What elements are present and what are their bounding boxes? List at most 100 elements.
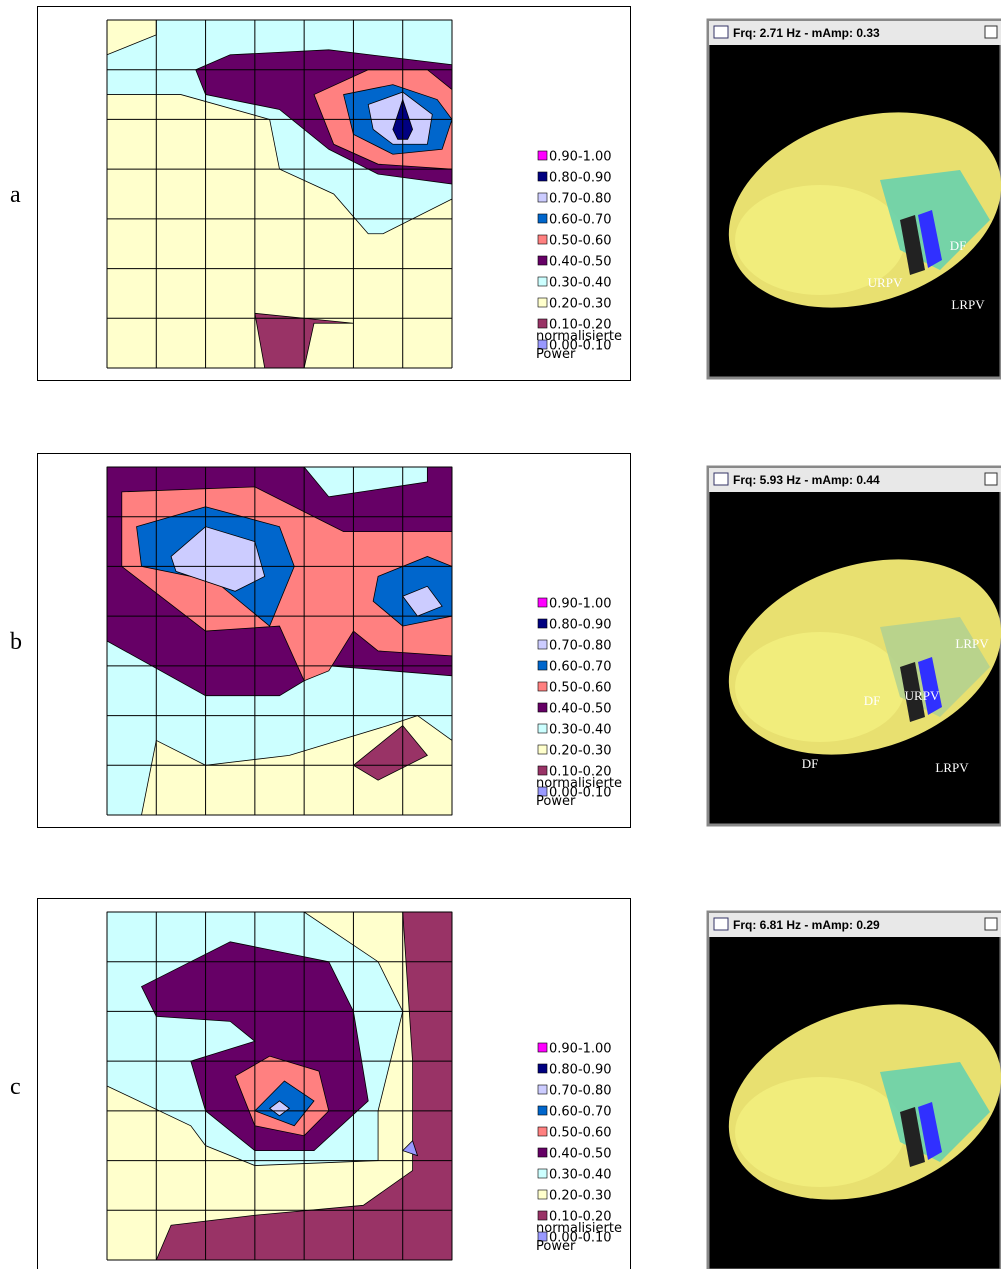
legend-label: 0.00-0.10 — [549, 339, 612, 354]
contour — [401, 1139, 419, 1157]
contour — [352, 724, 428, 781]
annotation: LRPV — [935, 760, 969, 775]
legend-caption: Power — [536, 794, 576, 809]
legend-swatch — [537, 1105, 548, 1116]
legend-swatch — [537, 1063, 548, 1074]
legend-label: 0.50-0.60 — [549, 1126, 612, 1141]
legend-swatch — [537, 150, 548, 161]
window-titlebar — [709, 468, 1001, 492]
annotation: DF — [802, 756, 819, 771]
legend-label: 0.70-0.80 — [549, 1084, 612, 1099]
vein-dark — [900, 215, 925, 275]
legend-label: 0.20-0.30 — [549, 744, 612, 759]
legend-caption: normalisierte — [536, 329, 622, 344]
legend-swatch — [537, 171, 548, 182]
panel: c 0.90-1.00 0.80-0.90 0.70-0.80 0.60-0.70 0.5… — [10, 693, 1001, 1269]
panel-label: b — [10, 629, 22, 655]
legend-label: 0.10-0.20 — [549, 1210, 612, 1225]
legend-label: 0.50-0.60 — [549, 681, 612, 696]
legend-label: 0.40-0.50 — [549, 702, 612, 717]
legend-swatch — [537, 255, 548, 266]
window-title: Frq: 2.71 Hz - mAmp: 0.33 — [733, 26, 880, 40]
legend-label: 0.70-0.80 — [549, 639, 612, 654]
panel: a 0.90-1.00 0.80-0.90 0.70-0.80 0.60-0.70 0.5… — [10, 6, 1001, 381]
heart-shade — [735, 632, 905, 742]
legend-caption: Power — [536, 347, 576, 362]
legend-label: 0.90-1.00 — [549, 150, 612, 165]
legend-swatch — [537, 744, 548, 755]
window-button — [984, 472, 998, 486]
annotation: URPV — [905, 688, 940, 703]
annotation: URPV — [868, 275, 903, 290]
window-title: Frq: 6.81 Hz - mAmp: 0.29 — [733, 918, 880, 932]
vein-dark — [900, 1107, 925, 1167]
contour — [254, 1080, 315, 1127]
legend-label: 0.40-0.50 — [549, 255, 612, 270]
window-titlebar — [709, 21, 1001, 45]
legend-swatch — [537, 618, 548, 629]
legend-label: 0.30-0.40 — [549, 723, 612, 738]
legend-label: 0.80-0.90 — [549, 1063, 612, 1078]
legend-label: 0.30-0.40 — [549, 1168, 612, 1183]
legend-label: 0.20-0.30 — [549, 1189, 612, 1204]
legend-label: 0.50-0.60 — [549, 234, 612, 249]
legend-swatch — [537, 1189, 548, 1200]
legend-caption: normalisierte — [536, 1221, 622, 1236]
legend-label: 0.60-0.70 — [549, 660, 612, 675]
panel: b 0.90-1.00 0.80-0.90 0.70-0.80 0.60-0.70 0.5… — [10, 453, 1001, 828]
window-titlebar — [709, 913, 1001, 937]
contour — [268, 1100, 291, 1117]
annotation: DF — [864, 693, 881, 708]
legend-swatch — [537, 723, 548, 734]
window-icon — [713, 917, 729, 931]
legend-label: 0.80-0.90 — [549, 171, 612, 186]
legend-swatch — [537, 786, 548, 797]
legend-swatch — [537, 1126, 548, 1137]
legend-swatch — [537, 1168, 548, 1179]
legend-caption: Power — [536, 1239, 576, 1254]
annotation: LRPV — [955, 636, 989, 651]
legend-label: 0.10-0.20 — [549, 318, 612, 333]
window-button — [984, 25, 998, 39]
window-icon — [713, 25, 729, 39]
window-icon — [713, 472, 729, 486]
window-button — [984, 917, 998, 931]
window-title: Frq: 5.93 Hz - mAmp: 0.44 — [733, 473, 880, 487]
legend-swatch — [537, 1147, 548, 1158]
annotation: URPV — [867, 826, 902, 841]
legend-swatch — [537, 192, 548, 203]
legend-label: 0.90-1.00 — [549, 597, 612, 612]
legend-swatch — [537, 660, 548, 671]
legend-label: 0.30-0.40 — [549, 276, 612, 291]
legend-swatch — [537, 1084, 548, 1095]
legend-swatch — [537, 597, 548, 608]
vein-blue — [918, 1102, 942, 1160]
legend-swatch — [537, 213, 548, 224]
heart-shade — [735, 1077, 905, 1187]
legend-swatch — [537, 234, 548, 245]
legend-label: 0.80-0.90 — [549, 618, 612, 633]
annotation: DF — [950, 238, 967, 253]
legend-swatch — [537, 297, 548, 308]
legend-label: 0.00-0.10 — [549, 1231, 612, 1246]
legend-label: 0.90-1.00 — [549, 1042, 612, 1057]
panel-label: c — [10, 1074, 21, 1100]
contour — [402, 585, 443, 617]
legend-swatch — [537, 702, 548, 713]
vein-dark — [900, 662, 925, 722]
legend-swatch — [537, 765, 548, 776]
legend-swatch — [537, 318, 548, 329]
legend-swatch — [537, 1042, 548, 1053]
legend-swatch — [537, 339, 548, 350]
legend-label: 0.60-0.70 — [549, 1105, 612, 1120]
annotation: LRPV — [951, 297, 985, 312]
vein-blue — [918, 210, 942, 268]
legend-swatch — [537, 681, 548, 692]
legend-swatch — [537, 1231, 548, 1242]
legend-label: 0.40-0.50 — [549, 1147, 612, 1162]
heart-shade — [735, 185, 905, 295]
legend-label: 0.70-0.80 — [549, 192, 612, 207]
legend-swatch — [537, 639, 548, 650]
legend-caption: normalisierte — [536, 776, 622, 791]
